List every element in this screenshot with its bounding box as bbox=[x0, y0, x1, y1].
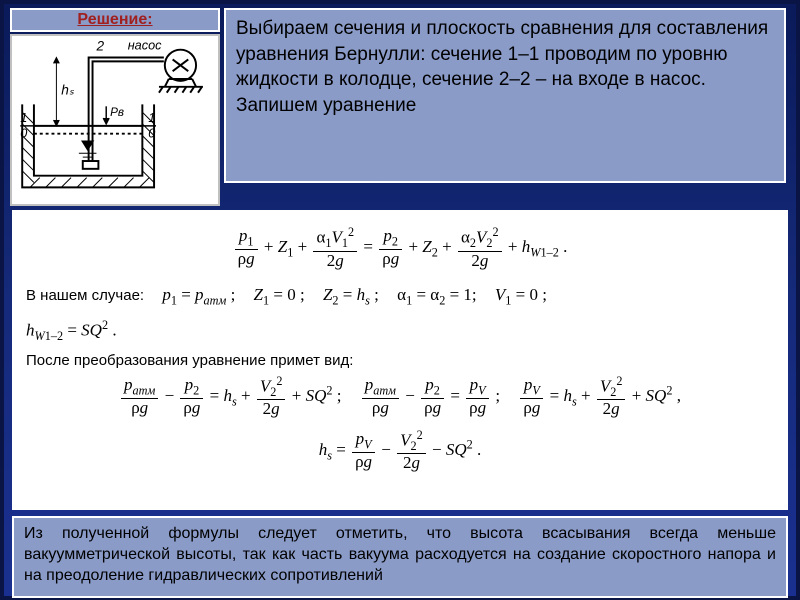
equations-panel: p1ρg + Z1 + α1V122g = p2ρg + Z2 + α2V222… bbox=[12, 210, 788, 510]
svg-text:Pв: Pв bbox=[110, 106, 124, 119]
transformed-equation-row1: pатмρg − p2ρg = hs + V222g + SQ2 ; pатмρ… bbox=[26, 375, 774, 419]
case-values-row: В нашем случае: p1 = pатм ; Z1 = 0 ; Z2 … bbox=[26, 280, 774, 311]
svg-text:0: 0 bbox=[148, 127, 155, 141]
svg-text:0: 0 bbox=[20, 127, 27, 141]
svg-text:насос: насос bbox=[128, 39, 162, 53]
bernoulli-equation: p1ρg + Z1 + α1V122g = p2ρg + Z2 + α2V222… bbox=[26, 226, 774, 270]
final-equation: hs = pVρg − V222g − SQ2 . bbox=[26, 429, 774, 473]
case-values-row2: hW1–2 = SQ2 . bbox=[26, 318, 774, 344]
svg-text:1: 1 bbox=[20, 111, 27, 125]
svg-text:1: 1 bbox=[148, 111, 155, 125]
conclusion-text: Из полученной формулы следует отметить, … bbox=[12, 516, 788, 598]
solution-heading: Решение: bbox=[10, 8, 220, 32]
svg-text:2: 2 bbox=[95, 39, 104, 54]
schematic-diagram: насос 2 hₛ Pв 1 0 1 0 bbox=[10, 34, 220, 206]
svg-text:hₛ: hₛ bbox=[61, 83, 75, 98]
description-text: Выбираем сечения и плоскость сравнения д… bbox=[224, 8, 786, 183]
after-transform-label: После преобразования уравнение примет ви… bbox=[26, 352, 774, 369]
